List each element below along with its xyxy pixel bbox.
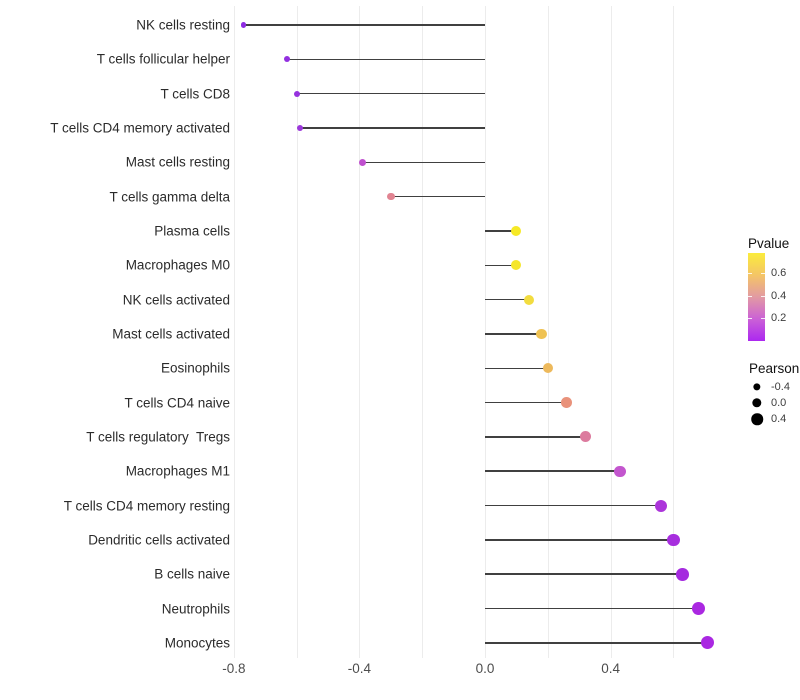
pvalue-tick-mark: [748, 272, 752, 274]
pearson-legend-dot: [752, 398, 762, 408]
row-label: T cells CD4 memory resting: [63, 498, 230, 514]
legend-pvalue-title: Pvalue: [748, 236, 790, 251]
x-tick-label: 0.4: [601, 661, 620, 676]
lollipop-segment: [485, 401, 567, 404]
lollipop-segment: [485, 298, 529, 301]
lollipop-dot: [511, 226, 522, 236]
pvalue-tick-mark: [748, 295, 752, 297]
x-tick-label: -0.8: [222, 661, 246, 676]
pvalue-tick-label: 0.6: [771, 266, 787, 279]
row-label: NK cells resting: [136, 17, 230, 33]
gridline: [422, 6, 424, 658]
gridline: [547, 6, 549, 658]
row-label: Mast cells resting: [125, 154, 230, 170]
row-label: T cells CD4 memory activated: [50, 120, 230, 136]
row-label: T cells CD8: [160, 86, 230, 102]
row-label: Eosinophils: [160, 360, 230, 376]
pearson-legend-label: 0.4: [771, 413, 787, 425]
lollipop-dot: [358, 158, 367, 166]
row-label: Mast cells activated: [112, 326, 230, 342]
lollipop-dot: [511, 260, 522, 271]
lollipop-dot: [561, 397, 572, 409]
pearson-legend-label: -0.4: [771, 381, 790, 393]
lollipop-dot: [667, 533, 680, 547]
pvalue-tick-label: 0.2: [771, 312, 787, 325]
lollipop-dot: [654, 499, 667, 512]
row-label: T cells regulatory Tregs: [86, 429, 230, 445]
lollipop-segment: [485, 642, 708, 644]
lollipop-segment: [390, 195, 485, 198]
lollipop-segment: [485, 470, 620, 473]
pvalue-tick-mark: [761, 295, 765, 297]
gridline: [296, 6, 298, 658]
row-label: Neutrophils: [161, 601, 230, 617]
lollipop-dot: [701, 636, 715, 650]
row-label: Macrophages M1: [125, 463, 230, 479]
row-label: Macrophages M0: [125, 257, 230, 273]
row-label: Monocytes: [164, 635, 230, 651]
lollipop-segment: [485, 539, 674, 541]
lollipop-dot: [284, 56, 291, 63]
row-label: B cells naive: [154, 566, 230, 582]
pvalue-tick-mark: [761, 272, 765, 274]
lollipop-segment: [299, 127, 485, 129]
pearson-legend-dot: [753, 383, 761, 391]
row-label: T cells follicular helper: [96, 51, 230, 67]
lollipop-segment: [485, 504, 661, 507]
row-label: Plasma cells: [154, 223, 230, 239]
gridline: [485, 6, 486, 658]
lollipop-dot: [676, 567, 690, 581]
lollipop-dot: [296, 124, 303, 132]
lollipop-segment: [485, 230, 517, 232]
lollipop-dot: [536, 328, 547, 340]
lollipop-dot: [542, 363, 553, 374]
pvalue-colorbar: [748, 253, 765, 341]
row-label: Dendritic cells activated: [88, 532, 230, 548]
legend-pearson-title: Pearson: [749, 361, 800, 376]
pearson-legend-dot: [751, 413, 763, 425]
row-label: T cells gamma delta: [109, 189, 230, 205]
lollipop-segment: [243, 24, 485, 26]
lollipop-dot: [614, 465, 626, 478]
pvalue-tick-label: 0.4: [771, 289, 787, 302]
lollipop-segment: [485, 436, 586, 438]
row-label: NK cells activated: [122, 292, 230, 308]
pearson-legend-label: 0.0: [771, 397, 787, 409]
lollipop-segment: [485, 264, 517, 267]
row-label: T cells CD4 naive: [124, 395, 230, 411]
lollipop-dot: [386, 192, 395, 201]
pvalue-tick-mark: [748, 318, 752, 320]
gridline: [233, 6, 235, 658]
x-tick-label: -0.4: [347, 661, 372, 676]
gridline: [359, 6, 361, 658]
lollipop-dot: [240, 22, 246, 28]
lollipop-dot: [293, 90, 300, 97]
lollipop-segment: [296, 92, 485, 95]
lollipop-segment: [362, 161, 485, 164]
lollipop-segment: [485, 607, 699, 610]
lollipop-dot: [523, 294, 534, 305]
gridline: [673, 6, 675, 658]
lollipop-segment: [485, 333, 542, 335]
lollipop-segment: [485, 573, 683, 576]
gridline: [610, 6, 612, 658]
x-tick-label: 0.0: [475, 661, 495, 676]
lollipop-segment: [485, 367, 548, 370]
lollipop-segment: [287, 58, 485, 61]
lollipop-dot: [579, 431, 591, 443]
pvalue-tick-mark: [761, 318, 765, 320]
lollipop-dot: [692, 602, 705, 615]
